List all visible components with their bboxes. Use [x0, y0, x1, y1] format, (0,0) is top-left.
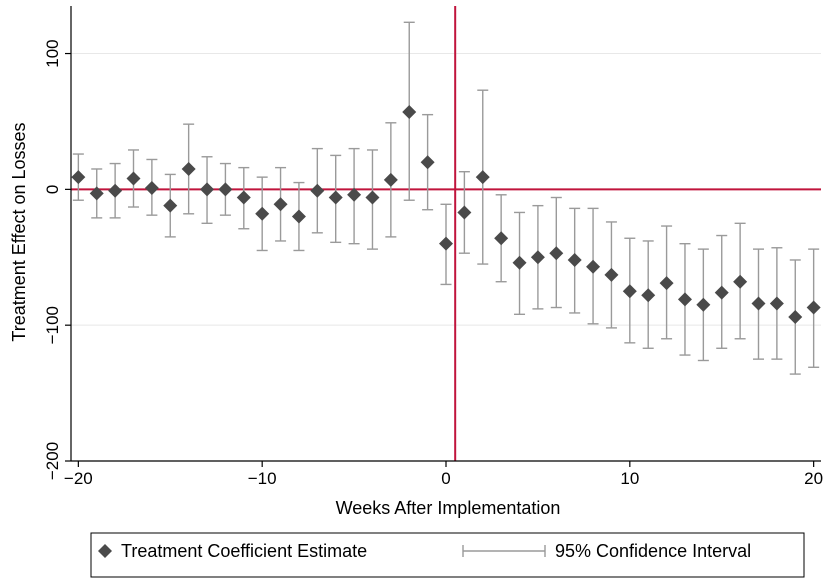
coefficient-marker — [108, 183, 123, 198]
coefficient-marker — [439, 236, 453, 251]
coefficient-marker — [512, 255, 527, 270]
x-axis-ticks: −20 −10 0 10 20 — [64, 461, 823, 488]
x-tick-label: −20 — [64, 469, 93, 488]
coefficient-marker — [733, 274, 748, 289]
coefficient-marker — [475, 170, 490, 185]
coefficient-marker — [769, 296, 784, 311]
coefficient-marker — [89, 186, 104, 201]
coefficient-marker — [236, 190, 251, 205]
coefficient-marker — [549, 246, 564, 261]
coefficient-marker — [218, 182, 233, 197]
y-tick-label: 100 — [43, 39, 62, 67]
coefficient-marker — [641, 288, 656, 303]
coefficient-marker — [659, 276, 674, 291]
coefficient-marker — [714, 285, 729, 300]
x-tick-label: 0 — [441, 469, 450, 488]
coefficient-marker — [255, 206, 270, 221]
legend-entry-ci: 95% Confidence Interval — [555, 541, 751, 561]
coefficient-marker — [420, 155, 435, 170]
confidence-intervals — [72, 21, 820, 375]
coefficient-marker — [677, 292, 692, 307]
coefficient-marker — [347, 187, 362, 202]
coefficient-marker — [200, 182, 215, 197]
coefficient-marker — [181, 161, 196, 176]
coefficient-marker — [696, 297, 711, 312]
x-tick-label: 20 — [804, 469, 823, 488]
y-axis-title: Treatment Effect on Losses — [9, 122, 29, 341]
coefficient-marker — [383, 172, 398, 187]
coefficient-marker — [365, 190, 380, 205]
coefficient-marker — [622, 284, 637, 299]
coefficient-marker — [806, 300, 821, 315]
coefficient-marker — [530, 250, 545, 265]
coefficient-marker — [567, 252, 582, 267]
y-tick-label: 0 — [43, 185, 62, 194]
reference-lines — [71, 6, 821, 461]
legend: Treatment Coefficient Estimate 95% Confi… — [90, 532, 805, 578]
coefficient-markers — [71, 104, 821, 325]
x-axis-title: Weeks After Implementation — [336, 498, 561, 518]
coefficient-marker — [457, 205, 472, 220]
coefficient-marker — [402, 104, 417, 119]
coefficient-marker — [273, 197, 288, 212]
coefficient-marker — [291, 209, 306, 224]
x-tick-label: −10 — [248, 469, 277, 488]
y-tick-label: −200 — [43, 442, 62, 480]
coefficient-marker — [586, 259, 601, 274]
coefficient-marker — [751, 296, 766, 311]
legend-box — [90, 532, 805, 578]
coefficient-marker — [163, 198, 178, 213]
coefficient-marker — [310, 183, 325, 198]
y-axis-ticks: 100 0 −100 −200 — [43, 39, 71, 480]
y-tick-label: −100 — [43, 306, 62, 344]
coefficient-marker — [126, 171, 141, 186]
coefficient-marker — [328, 190, 343, 205]
legend-ci-icon — [462, 545, 546, 557]
x-tick-label: 10 — [620, 469, 639, 488]
legend-diamond-icon — [98, 544, 112, 558]
coefficient-marker — [71, 170, 86, 185]
legend-entry-estimate: Treatment Coefficient Estimate — [121, 541, 367, 561]
coefficient-marker — [494, 231, 509, 246]
coefficient-marker — [788, 310, 803, 325]
coefficient-marker — [604, 267, 619, 282]
coefficient-marker — [144, 181, 159, 195]
